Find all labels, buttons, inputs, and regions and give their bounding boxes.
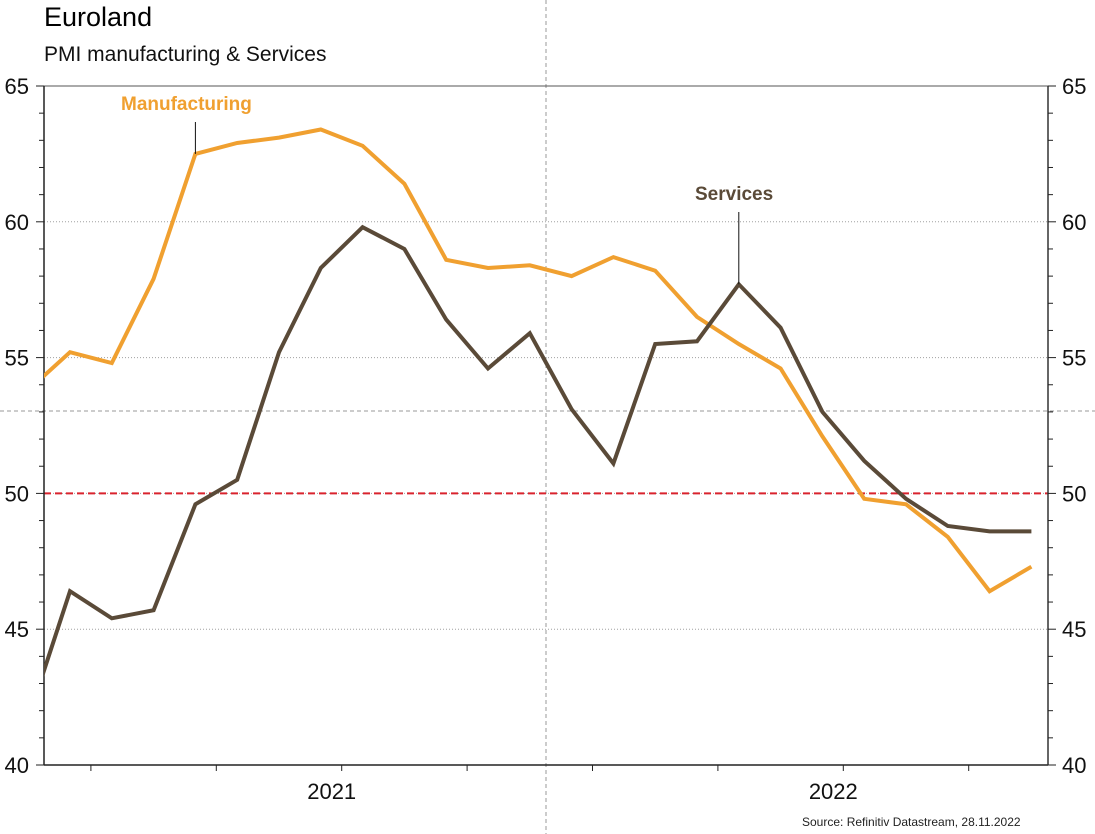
y-tick-label-left: 55 [5,346,29,371]
y-tick-label-right: 45 [1062,617,1086,642]
y-tick-label-right: 60 [1062,210,1086,235]
chart-subtitle: PMI manufacturing & Services [44,43,327,66]
y-tick-label-right: 65 [1062,74,1086,99]
y-tick-label-left: 40 [5,753,29,778]
axes: 40 40 45 45 50 50 55 55 60 60 65 65 2021 2022 [5,74,1087,804]
series-line-manufacturing [44,127,1033,594]
y-tick-label-left: 60 [5,210,29,235]
y-tick-label-left: 45 [5,617,29,642]
x-tick-label: 2021 [307,779,356,804]
y-tick-label-left: 65 [5,74,29,99]
series-line-services [44,224,1032,677]
manufacturing-label: Manufacturing [121,94,252,115]
series-group [44,127,1033,677]
annotations: Manufacturing Services [121,94,773,285]
y-tick-label-right: 40 [1062,753,1086,778]
chart-title: Euroland [44,2,153,32]
services-label: Services [695,184,773,205]
y-tick-label-left: 50 [5,481,29,506]
y-tick-label-right: 50 [1062,481,1086,506]
x-tick-label: 2022 [809,779,858,804]
source-note: Source: Refinitiv Datastream, 28.11.2022 [802,815,1021,829]
y-tick-label-right: 55 [1062,346,1086,371]
